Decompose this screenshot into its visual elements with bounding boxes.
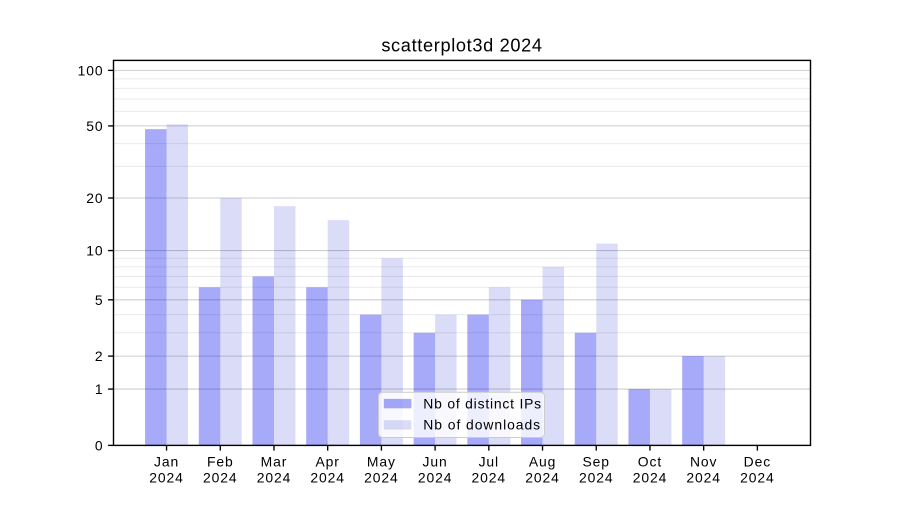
svg-text:2024: 2024 — [364, 469, 399, 485]
svg-text:2024: 2024 — [579, 469, 614, 485]
svg-text:2024: 2024 — [257, 469, 292, 485]
svg-text:Nb of downloads: Nb of downloads — [423, 417, 541, 433]
svg-text:Jun: Jun — [423, 453, 448, 469]
svg-text:Oct: Oct — [638, 453, 662, 469]
svg-text:May: May — [367, 453, 396, 469]
svg-text:2024: 2024 — [149, 469, 184, 485]
svg-text:scatterplot3d 2024: scatterplot3d 2024 — [381, 36, 542, 56]
svg-text:Nb of distinct IPs: Nb of distinct IPs — [423, 396, 542, 412]
svg-text:2024: 2024 — [525, 469, 560, 485]
svg-text:2024: 2024 — [203, 469, 238, 485]
svg-text:100: 100 — [78, 62, 104, 78]
svg-text:5: 5 — [95, 292, 104, 308]
svg-text:20: 20 — [86, 190, 103, 206]
svg-text:2024: 2024 — [740, 469, 775, 485]
svg-text:Dec: Dec — [744, 453, 771, 469]
svg-text:Feb: Feb — [207, 453, 234, 469]
svg-text:50: 50 — [86, 118, 103, 134]
svg-text:Jul: Jul — [479, 453, 499, 469]
svg-text:Sep: Sep — [583, 453, 610, 469]
svg-text:Jan: Jan — [154, 453, 179, 469]
svg-text:2024: 2024 — [418, 469, 453, 485]
svg-text:10: 10 — [86, 243, 103, 259]
svg-text:0: 0 — [95, 437, 104, 453]
svg-text:1: 1 — [95, 381, 104, 397]
svg-text:2024: 2024 — [310, 469, 345, 485]
svg-text:Mar: Mar — [261, 453, 288, 469]
svg-text:2: 2 — [95, 348, 104, 364]
svg-text:Apr: Apr — [316, 453, 340, 469]
svg-text:Nov: Nov — [690, 453, 717, 469]
svg-text:2024: 2024 — [686, 469, 721, 485]
svg-text:2024: 2024 — [633, 469, 668, 485]
svg-text:Aug: Aug — [529, 453, 556, 469]
svg-text:2024: 2024 — [472, 469, 507, 485]
